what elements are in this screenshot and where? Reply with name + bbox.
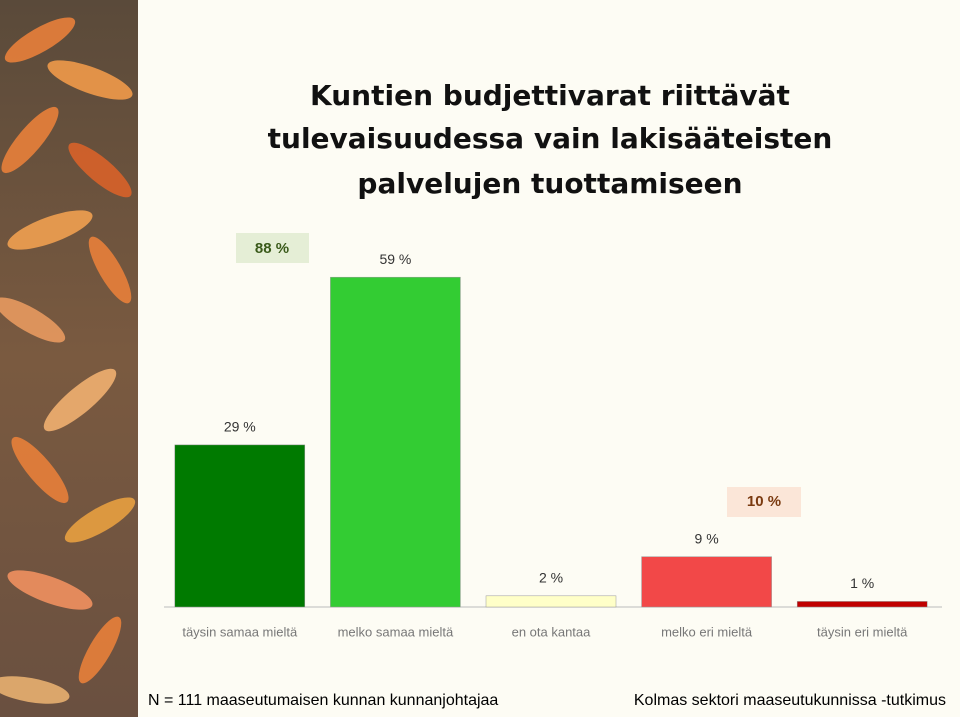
x-tick-label: täysin samaa mieltä [182, 624, 298, 639]
bar [174, 444, 306, 608]
x-tick-label: en ota kantaa [512, 624, 592, 639]
bar [796, 601, 928, 608]
title-line: palvelujen tuottamiseen [357, 167, 742, 200]
value-label: 9 % [695, 530, 719, 546]
bar [330, 276, 461, 608]
title-line: Kuntien budjettivarat riittävät [310, 79, 790, 112]
annotation-text: 10 % [747, 493, 781, 510]
annotation: 10 % [727, 487, 801, 517]
x-tick-label: melko eri mieltä [661, 624, 753, 639]
leaf-photo [0, 0, 138, 717]
value-label: 59 % [379, 251, 411, 267]
x-tick-label: täysin eri mieltä [817, 624, 908, 639]
x-tick-label: melko samaa mieltä [338, 624, 454, 639]
title-line: tulevaisuudessa vain lakisääteisten [268, 122, 833, 155]
annotation-text: 88 % [255, 240, 289, 257]
value-label: 1 % [850, 575, 874, 591]
bar [485, 595, 617, 608]
bar [641, 556, 772, 608]
footnote: N = 111 maaseutumaisen kunnan kunnanjoht… [148, 692, 498, 709]
source: Kolmas sektori maaseutukunnissa -tutkimu… [634, 692, 946, 709]
annotation: 88 % [236, 233, 309, 263]
value-label: 29 % [224, 419, 256, 435]
value-label: 2 % [539, 570, 563, 586]
